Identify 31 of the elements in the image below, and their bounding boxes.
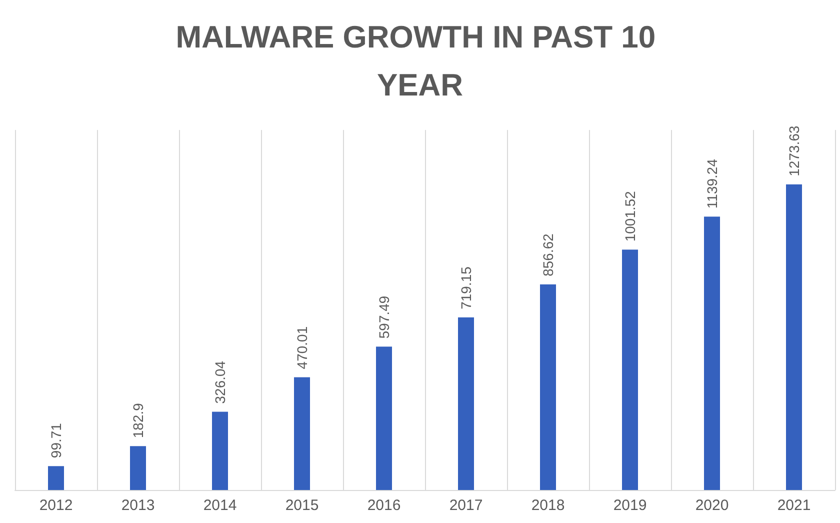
x-tick-label: 2018 (531, 497, 565, 514)
bar (294, 377, 310, 490)
data-label: 99.71 (48, 422, 64, 458)
x-tick-label: 2020 (695, 497, 729, 514)
bar (376, 346, 392, 490)
bar (704, 216, 720, 490)
bar (48, 466, 64, 490)
data-label: 856.62 (540, 233, 556, 276)
data-label: 1273.63 (786, 126, 802, 176)
data-label: 1001.52 (622, 190, 638, 242)
bar (622, 250, 638, 490)
x-tick-label: 2016 (367, 497, 401, 514)
x-tick-label: 2013 (121, 497, 155, 514)
x-tick-label: 2014 (203, 497, 237, 514)
bar (130, 446, 146, 490)
data-label: 1139.24 (704, 158, 720, 209)
x-tick-label: 2021 (777, 497, 811, 514)
chart-title: MALWARE GROWTH IN PAST 10 YEAR (176, 20, 664, 102)
bar (540, 284, 556, 490)
data-label: 326.04 (212, 360, 228, 404)
data-label: 597.49 (376, 296, 392, 339)
data-label: 470.01 (294, 326, 310, 370)
bar (212, 412, 228, 490)
x-tick-label: 2012 (39, 497, 73, 514)
data-label: 182.9 (130, 402, 146, 438)
x-tick-label: 2015 (285, 497, 319, 514)
bar (786, 184, 802, 490)
x-tick-label: 2019 (613, 497, 647, 514)
bar (458, 317, 474, 490)
x-tick-label: 2017 (449, 497, 483, 514)
data-label: 719.15 (458, 266, 474, 310)
